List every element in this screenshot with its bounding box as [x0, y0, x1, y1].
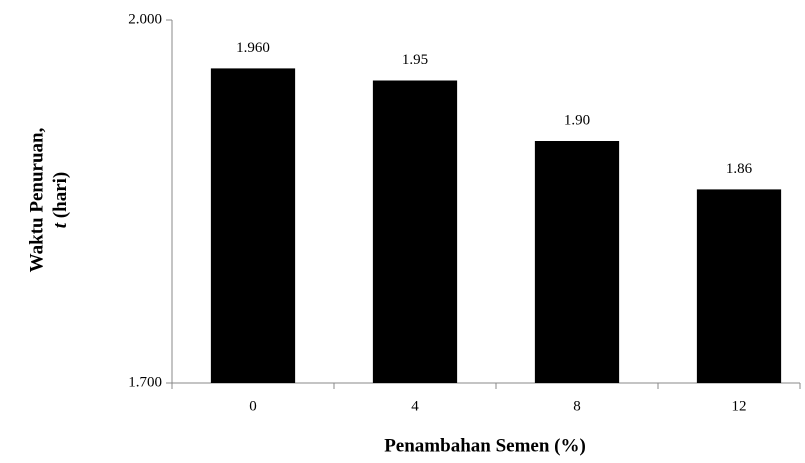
x-tick-label: 12 — [732, 398, 747, 414]
y-axis-unit: (hari) — [50, 172, 71, 218]
y-axis-label: Waktu Penuruan, t (hari) — [26, 127, 71, 272]
x-tick-label: 4 — [411, 398, 419, 414]
y-axis-variable: t — [50, 222, 71, 228]
data-label: 1.90 — [564, 112, 590, 128]
x-tick-label: 8 — [573, 398, 581, 414]
bar — [696, 189, 782, 383]
x-axis-label: Penambahan Semen (%) — [384, 435, 586, 456]
data-label: 1.95 — [402, 52, 428, 68]
y-tick-label: 2.000 — [128, 11, 162, 27]
x-tick-label: 0 — [249, 398, 257, 414]
y-axis-label-line: Waktu Penuruan, — [26, 127, 47, 272]
bar — [534, 141, 620, 383]
data-label: 1.960 — [236, 40, 270, 56]
bar — [210, 68, 296, 384]
bar — [372, 80, 458, 383]
y-tick-label: 1.700 — [128, 374, 162, 390]
y-axis-label-line: t (hari) — [50, 172, 71, 228]
data-label: 1.86 — [726, 161, 753, 177]
